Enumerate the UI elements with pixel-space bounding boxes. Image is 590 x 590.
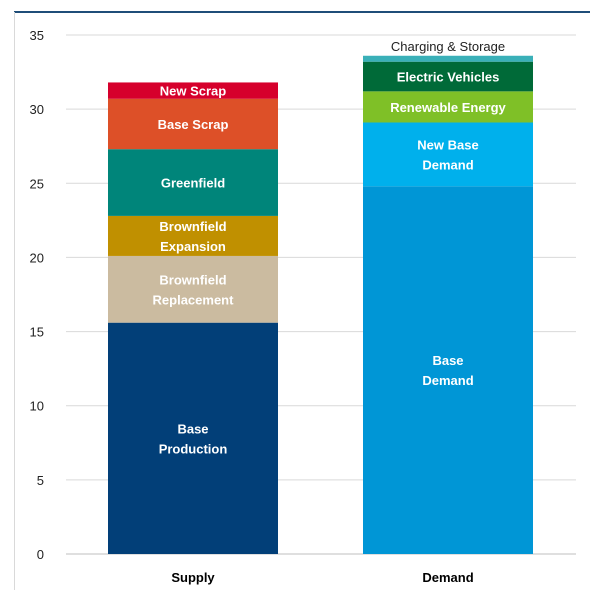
bar-segment [363, 122, 533, 187]
segment-label: Brownfield [159, 272, 226, 287]
y-tick-label: 15 [30, 325, 44, 340]
y-tick-label: 25 [30, 176, 44, 191]
segment-label: Base [177, 421, 208, 436]
bar-segment [363, 186, 533, 554]
segment-label: Greenfield [161, 176, 225, 191]
left-border [14, 12, 15, 590]
bars [108, 55, 533, 554]
segment-label: Brownfield [159, 219, 226, 234]
bar-segment [363, 55, 533, 62]
bar-segment [108, 215, 278, 256]
segment-label: Electric Vehicles [397, 70, 500, 85]
segment-label: Demand [422, 157, 473, 172]
bar-segment [108, 149, 278, 216]
bar-segment [108, 98, 278, 150]
y-tick-label: 5 [37, 473, 44, 488]
y-tick-label: 35 [30, 28, 44, 43]
bar-segment [363, 91, 533, 123]
segment-label: Production [159, 441, 228, 456]
segment-label: New Base [417, 137, 478, 152]
category-label: Supply [171, 570, 215, 585]
category-label: Demand [422, 570, 473, 585]
segment-label: New Scrap [160, 84, 227, 99]
y-tick-label: 20 [30, 250, 44, 265]
bar-segment [108, 82, 278, 99]
segment-label: Demand [422, 373, 473, 388]
segment-label: Replacement [153, 292, 235, 307]
category-labels: Supply Demand [171, 570, 473, 585]
segment-label: Base Scrap [158, 117, 229, 132]
bar-segment [108, 322, 278, 554]
segment-labels: Base Production Brownfield Replacement Brown… [153, 39, 507, 457]
segment-label: Charging & Storage [391, 39, 505, 54]
y-axis-ticks: 0 5 10 15 20 25 30 35 [30, 28, 44, 562]
y-tick-label: 30 [30, 102, 44, 117]
y-tick-label: 0 [37, 547, 44, 562]
bar-segment [108, 255, 278, 323]
top-border [14, 11, 590, 13]
segment-label: Expansion [160, 239, 226, 254]
bar-segment [363, 61, 533, 92]
y-tick-label: 10 [30, 399, 44, 414]
segment-label: Renewable Energy [390, 100, 506, 115]
segment-label: Base [432, 353, 463, 368]
